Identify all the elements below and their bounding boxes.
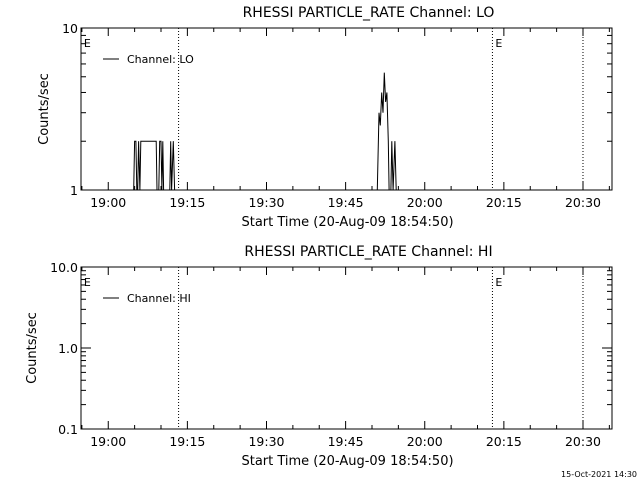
- panel-2-x-tick-label: 19:00: [90, 434, 126, 449]
- panel-2-legend-label: Channel: HI: [127, 292, 191, 305]
- panel-2-y-tick-label: 10.0: [50, 260, 78, 275]
- panel-1-x-tick-label: 20:15: [486, 195, 522, 210]
- panel-1-x-tick-label: 19:15: [169, 195, 205, 210]
- panel-1-x-axis-label: Start Time (20-Aug-09 18:54:50): [241, 215, 453, 230]
- panel-1-x-tick-label: 19:30: [248, 195, 284, 210]
- panel-2-x-tick-label: 20:00: [407, 434, 443, 449]
- panel-2-x-tick-label: 20:30: [565, 434, 601, 449]
- panel-1-x-tick-label: 20:30: [565, 195, 601, 210]
- panel-1-event-marker: E: [84, 37, 91, 50]
- panel-2-y-tick-label: 0.1: [58, 422, 78, 437]
- panel-1-chart-title: RHESSI PARTICLE_RATE Channel: LO: [243, 5, 495, 21]
- panel-1-x-tick-label: 19:00: [90, 195, 126, 210]
- panel-2-event-marker: E: [84, 276, 91, 289]
- panel-1-y-tick-label: 1: [70, 183, 78, 198]
- panel-2-x-tick-label: 19:30: [248, 434, 284, 449]
- panel-2-y-tick-label: 1.0: [58, 341, 78, 356]
- panel-1-event-marker: E: [495, 37, 502, 50]
- panel-1-series-line: [133, 72, 397, 191]
- panel-2-x-tick-label: 20:15: [486, 434, 522, 449]
- panel-2-x-axis-label: Start Time (20-Aug-09 18:54:50): [241, 454, 453, 469]
- panel-2-x-tick-label: 19:45: [328, 434, 364, 449]
- panel-1-x-tick-label: 20:00: [407, 195, 443, 210]
- panel-1-x-tick-label: 19:45: [328, 195, 364, 210]
- footer-timestamp: 15-Oct-2021 14:30: [561, 470, 637, 479]
- panel-1-y-axis-label: Counts/sec: [37, 73, 52, 145]
- panel-2-x-tick-label: 19:15: [169, 434, 205, 449]
- panel-1-y-tick-label: 10: [62, 21, 78, 36]
- panel-1-legend-label: Channel: LO: [127, 53, 194, 66]
- panel-2-y-axis-label: Counts/sec: [25, 312, 40, 384]
- panel-2-chart-title: RHESSI PARTICLE_RATE Channel: HI: [244, 244, 492, 260]
- panel-2-event-marker: E: [495, 276, 502, 289]
